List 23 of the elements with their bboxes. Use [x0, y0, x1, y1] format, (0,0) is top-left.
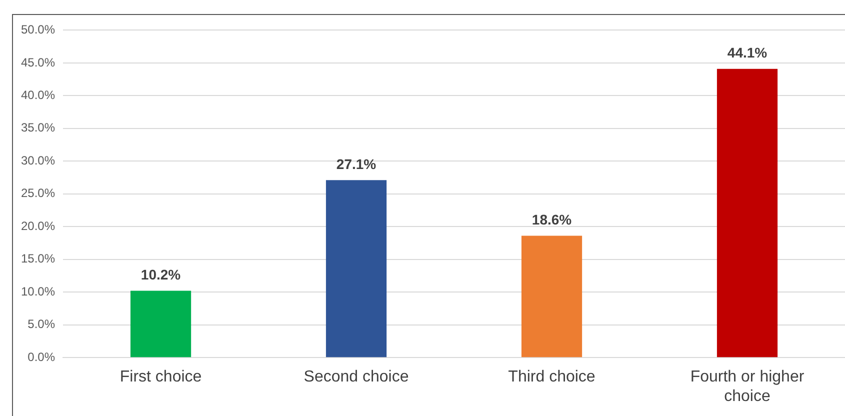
y-tick-label: 50.0% [20, 22, 56, 37]
y-tick-label: 15.0% [20, 252, 56, 266]
x-tick-label: Fourth or higher choice [690, 368, 805, 405]
data-label: 18.6% [532, 212, 572, 228]
bar [326, 180, 387, 358]
data-label: 10.2% [140, 266, 182, 283]
data-label: 44.1% [727, 44, 768, 61]
x-tick-label: Third choice [508, 368, 596, 386]
y-tick-label: 25.0% [20, 186, 56, 200]
x-tick-label: First choice [120, 368, 202, 386]
bar [521, 236, 582, 358]
y-tick-label: 30.0% [20, 153, 56, 168]
y-tick-label: 35.0% [20, 120, 56, 135]
y-tick-label: 45.0% [20, 55, 56, 70]
y-tick-label: 20.0% [20, 218, 56, 233]
y-tick-label: 0.0% [28, 350, 56, 364]
y-tick-label: 5.0% [28, 317, 56, 332]
bar [716, 68, 778, 358]
bar [130, 290, 192, 358]
data-label: 27.1% [336, 156, 377, 172]
y-tick-label: 40.0% [20, 88, 56, 102]
x-tick-label: Second choice [304, 368, 409, 386]
y-tick-label: 10.0% [20, 284, 56, 298]
